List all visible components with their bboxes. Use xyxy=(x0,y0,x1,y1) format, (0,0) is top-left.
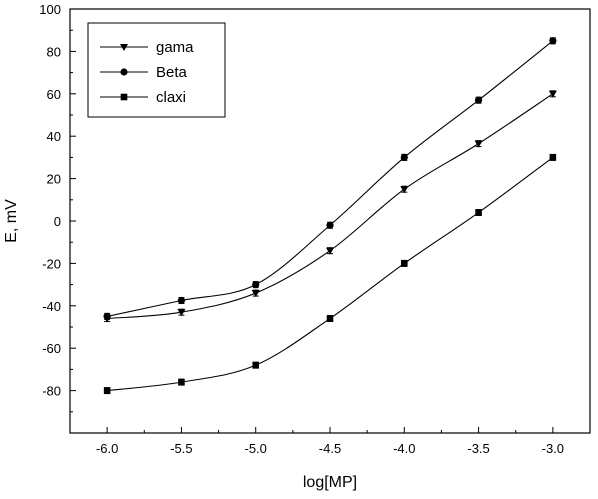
data-point xyxy=(177,296,186,305)
data-point xyxy=(474,140,483,148)
y-tick-label: 80 xyxy=(47,44,61,59)
legend-marker xyxy=(120,93,128,101)
legend-entries: gama Beta claxi xyxy=(100,39,194,106)
y-axis-title: E, mV xyxy=(3,199,20,243)
data-point xyxy=(177,309,186,317)
x-tick-label: -3.0 xyxy=(542,441,564,456)
data-point xyxy=(474,96,483,104)
data-point xyxy=(549,154,557,161)
y-tick-label: 0 xyxy=(54,214,61,229)
x-tick-label: -5.0 xyxy=(245,441,267,456)
legend-box xyxy=(87,22,226,118)
x-axis-title: log[MP] xyxy=(303,474,357,491)
series-Beta xyxy=(103,37,557,320)
y-tick-label: -40 xyxy=(42,299,61,314)
y-tick-label: 100 xyxy=(39,2,61,17)
data-point xyxy=(178,378,185,386)
legend-label: Beta xyxy=(156,64,188,81)
legend: gama Beta claxi xyxy=(87,22,226,118)
legend-marker xyxy=(120,44,128,51)
legend-entry-claxi: claxi xyxy=(100,89,186,106)
data-point xyxy=(252,281,260,289)
x-axis-ticks: -6.0 -5.5 -5.0 -4.5 -4.0 -3.5 -3.0 xyxy=(69,427,591,456)
legend-marker xyxy=(120,68,128,76)
data-point xyxy=(251,290,260,298)
x-tick-label: -3.5 xyxy=(467,441,489,456)
data-point xyxy=(326,221,334,229)
y-tick-label: 60 xyxy=(47,87,61,102)
legend-entry-Beta: Beta xyxy=(100,64,188,81)
series-layer xyxy=(103,37,557,395)
y-tick-label: 40 xyxy=(47,129,61,144)
data-point xyxy=(475,209,482,216)
data-point xyxy=(549,37,557,45)
legend-label: claxi xyxy=(156,89,186,106)
series-line xyxy=(107,93,554,320)
series-line xyxy=(107,156,554,392)
y-tick-label: -20 xyxy=(42,256,61,271)
data-point xyxy=(103,312,111,320)
series-claxi xyxy=(103,153,557,395)
data-point xyxy=(326,315,334,322)
data-point xyxy=(400,260,408,267)
y-axis-ticks: -80 -60 -40 -20 0 20 40 60 80 100 xyxy=(39,2,76,413)
x-tick-label: -4.5 xyxy=(319,441,341,456)
legend-entry-gama: gama xyxy=(100,39,194,56)
y-tick-label: -60 xyxy=(42,341,61,356)
x-tick-label: -5.5 xyxy=(170,441,192,456)
data-point xyxy=(400,186,409,194)
data-point xyxy=(326,247,334,255)
series-gama xyxy=(103,90,557,323)
data-point xyxy=(252,361,260,369)
data-point xyxy=(400,153,408,161)
y-tick-label: 20 xyxy=(47,172,61,187)
y-tick-label: -80 xyxy=(42,384,61,399)
x-tick-label: -4.0 xyxy=(393,441,415,456)
legend-label: gama xyxy=(156,39,194,56)
data-point xyxy=(548,90,557,98)
data-point xyxy=(103,387,111,394)
x-tick-label: -6.0 xyxy=(96,441,118,456)
